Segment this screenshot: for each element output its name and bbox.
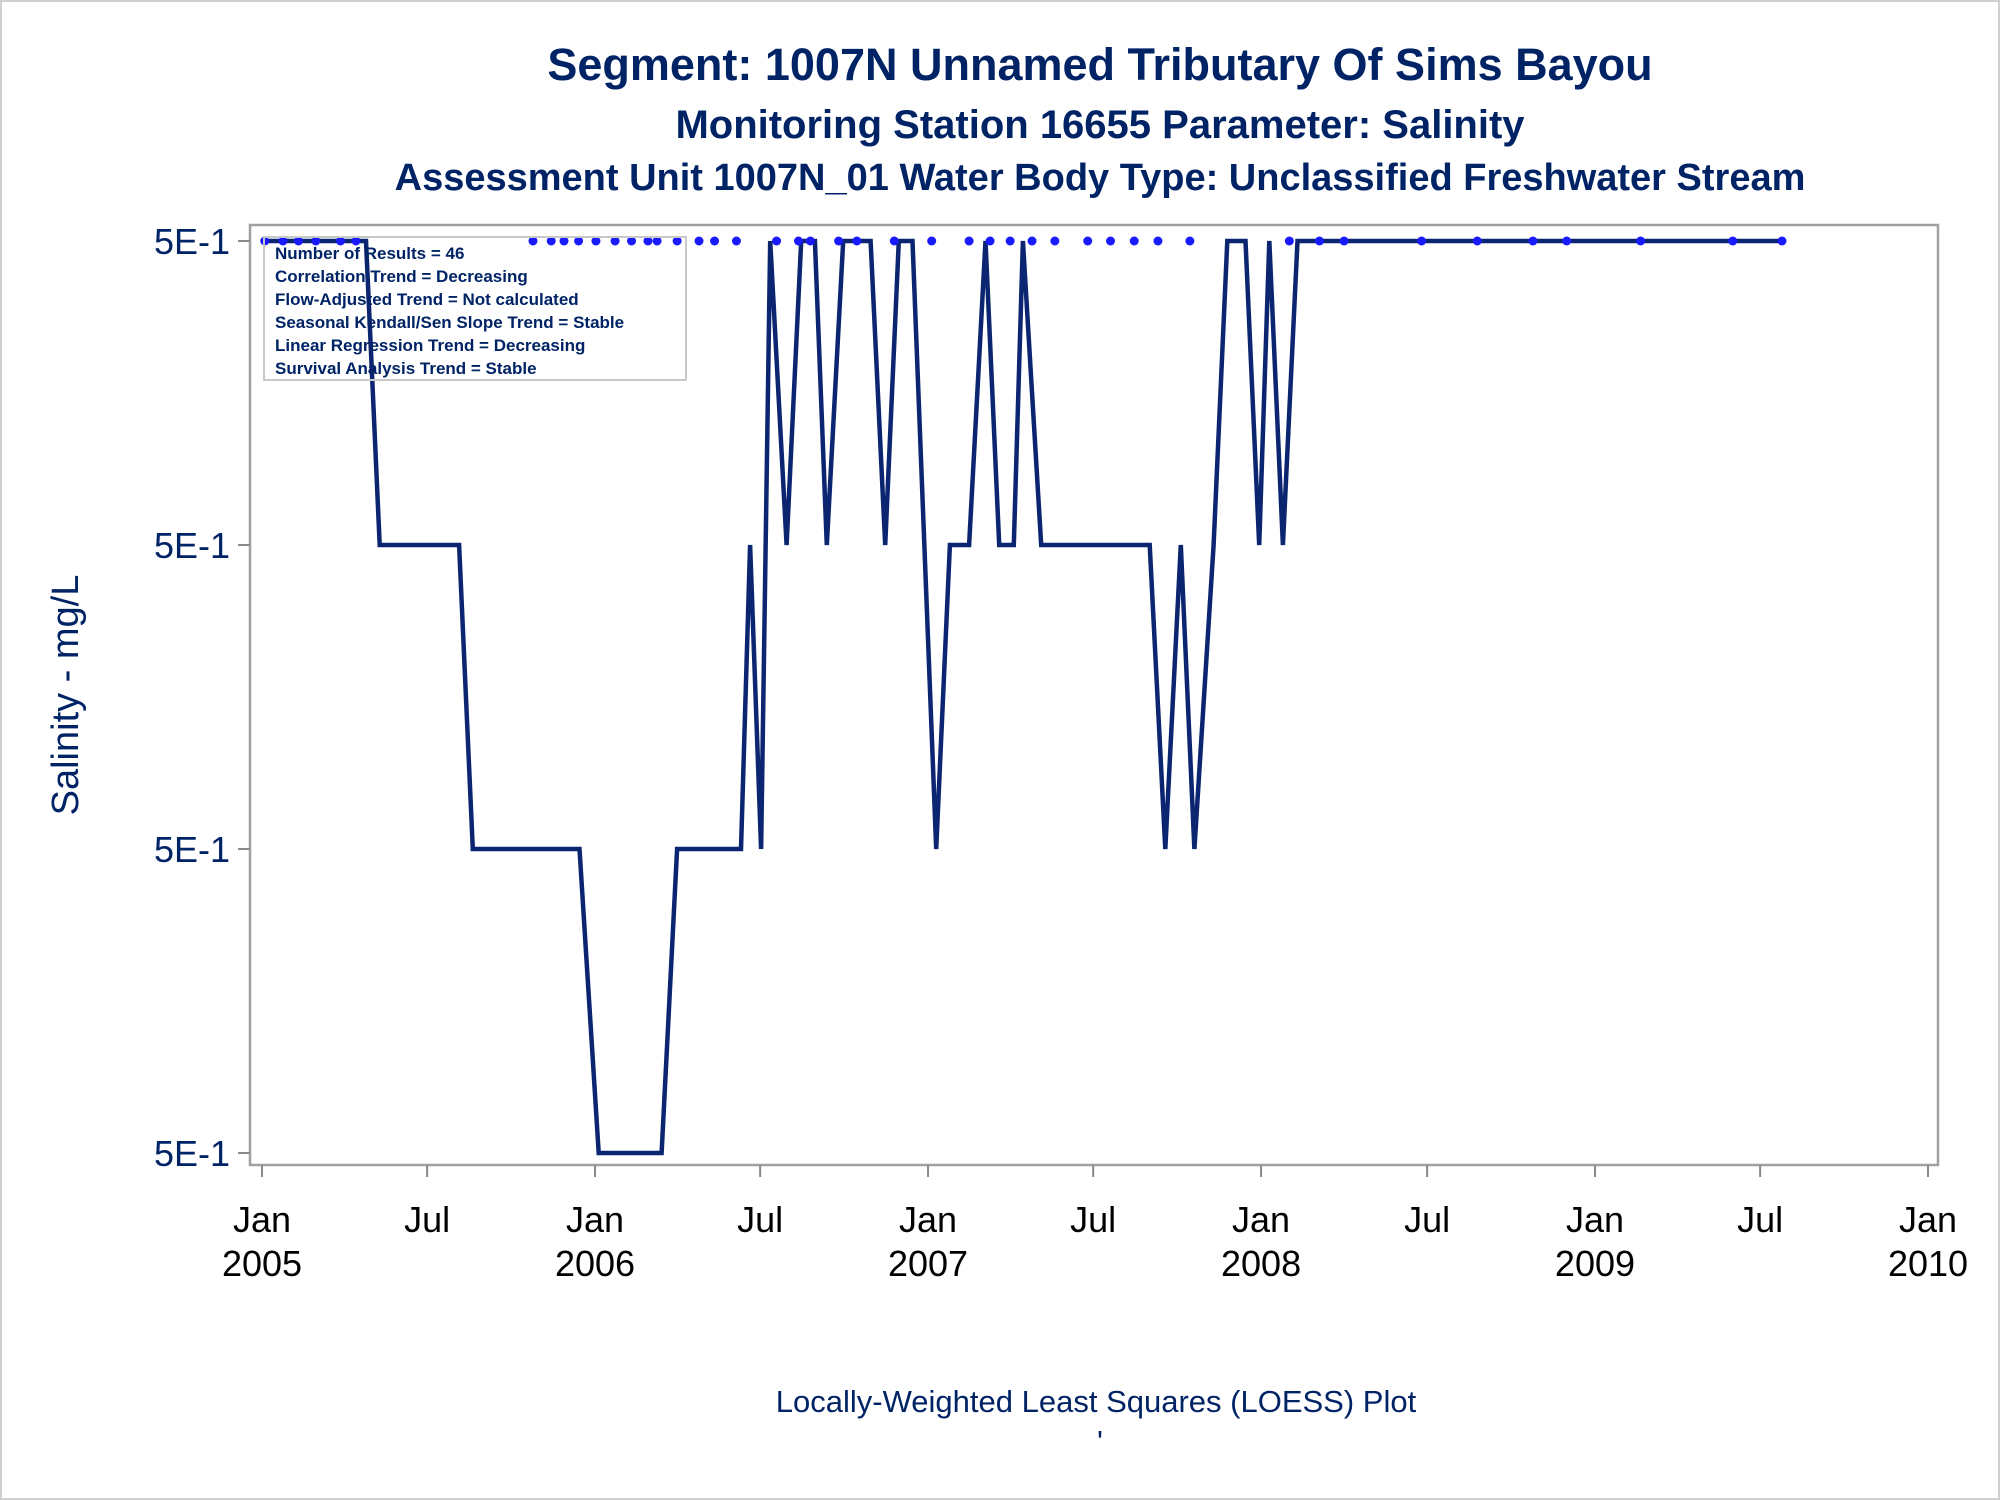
- y-axis-label: Salinity - mg/L: [45, 575, 87, 816]
- legend-line: Correlation Trend = Decreasing: [275, 267, 528, 286]
- data-point: [1027, 236, 1037, 246]
- legend-border: [263, 236, 687, 381]
- data-point: [793, 236, 803, 246]
- data-point: [710, 236, 720, 246]
- x-tick-year-label: 2007: [888, 1243, 968, 1284]
- x-tick-label: Jul: [1737, 1199, 1783, 1240]
- data-point: [351, 236, 361, 246]
- data-point: [591, 236, 601, 246]
- x-tick-label: Jan: [1566, 1199, 1624, 1240]
- chart-subtitle: Monitoring Station 16655 Parameter: Sali…: [675, 103, 1525, 147]
- data-point: [889, 236, 899, 246]
- data-point: [1777, 236, 1787, 246]
- x-tick-label: Jan: [1899, 1199, 1957, 1240]
- data-point: [985, 236, 995, 246]
- data-point: [1339, 236, 1349, 246]
- legend-box: Number of Results = 46 Correlation Trend …: [263, 236, 687, 381]
- data-point: [1562, 236, 1572, 246]
- data-point: [1728, 236, 1738, 246]
- y-axis: 5E-1 5E-1 5E-1 5E-1: [154, 221, 250, 1174]
- data-point: [652, 236, 662, 246]
- data-point: [672, 236, 682, 246]
- chart-footnote: Locally-Weighted Least Squares (LOESS) P…: [776, 1384, 1417, 1419]
- legend-line: Number of Results = 46: [275, 244, 464, 263]
- legend-line: Linear Regression Trend = Decreasing: [275, 336, 585, 355]
- x-tick-label: Jan: [566, 1199, 624, 1240]
- data-point: [278, 236, 288, 246]
- data-point: [834, 236, 844, 246]
- data-point: [546, 236, 556, 246]
- x-tick-year-label: 2010: [1888, 1243, 1968, 1284]
- data-point: [1129, 236, 1139, 246]
- data-point: [1417, 236, 1427, 246]
- y-tick-label: 5E-1: [154, 1133, 230, 1174]
- data-point: [610, 236, 620, 246]
- data-point: [1106, 236, 1116, 246]
- data-point: [731, 236, 741, 246]
- data-point: [1153, 236, 1163, 246]
- data-point: [1472, 236, 1482, 246]
- x-tick-label: Jan: [899, 1199, 957, 1240]
- data-point: [964, 236, 974, 246]
- chart-title: Segment: 1007N Unnamed Tributary Of Sims…: [547, 39, 1652, 90]
- chart-subtitle-2: Assessment Unit 1007N_01 Water Body Type…: [395, 157, 1806, 199]
- data-point: [1314, 236, 1324, 246]
- data-point: [559, 236, 569, 246]
- data-point: [335, 236, 345, 246]
- data-points: [260, 236, 1787, 246]
- data-point: [643, 236, 653, 246]
- x-tick-year-label: 2006: [555, 1243, 635, 1284]
- x-tick-label: Jan: [233, 1199, 291, 1240]
- data-point: [805, 236, 815, 246]
- x-tick-label: Jul: [1070, 1199, 1116, 1240]
- data-point: [694, 236, 704, 246]
- legend-line: Seasonal Kendall/Sen Slope Trend = Stabl…: [275, 313, 624, 332]
- y-tick-label: 5E-1: [154, 221, 230, 262]
- data-point: [1528, 236, 1538, 246]
- x-tick-label: Jan: [1232, 1199, 1290, 1240]
- x-tick-year-label: 2009: [1555, 1243, 1635, 1284]
- loess-line: [264, 238, 1782, 1156]
- data-point: [1636, 236, 1646, 246]
- data-point: [1185, 236, 1195, 246]
- data-point: [293, 236, 303, 246]
- data-point: [1083, 236, 1093, 246]
- footnote-mark: ': [1097, 1424, 1103, 1459]
- x-tick-label: Jul: [404, 1199, 450, 1240]
- x-tick-label: Jul: [1404, 1199, 1450, 1240]
- data-point: [1050, 236, 1060, 246]
- data-point: [772, 236, 782, 246]
- x-tick-year-label: 2005: [222, 1243, 302, 1284]
- data-point: [1284, 236, 1294, 246]
- legend-line: Survival Analysis Trend = Stable: [275, 359, 537, 378]
- x-tick-label: Jul: [737, 1199, 783, 1240]
- data-point: [574, 236, 584, 246]
- x-tick-year-label: 2008: [1221, 1243, 1301, 1284]
- loess-line-path: [264, 238, 1782, 1156]
- data-point: [852, 236, 862, 246]
- data-point: [927, 236, 937, 246]
- data-point: [311, 236, 321, 246]
- data-point: [627, 236, 637, 246]
- data-point: [528, 236, 538, 246]
- y-tick-label: 5E-1: [154, 525, 230, 566]
- legend-line: Flow-Adjusted Trend = Not calculated: [275, 290, 579, 309]
- data-point: [1005, 236, 1015, 246]
- y-tick-label: 5E-1: [154, 829, 230, 870]
